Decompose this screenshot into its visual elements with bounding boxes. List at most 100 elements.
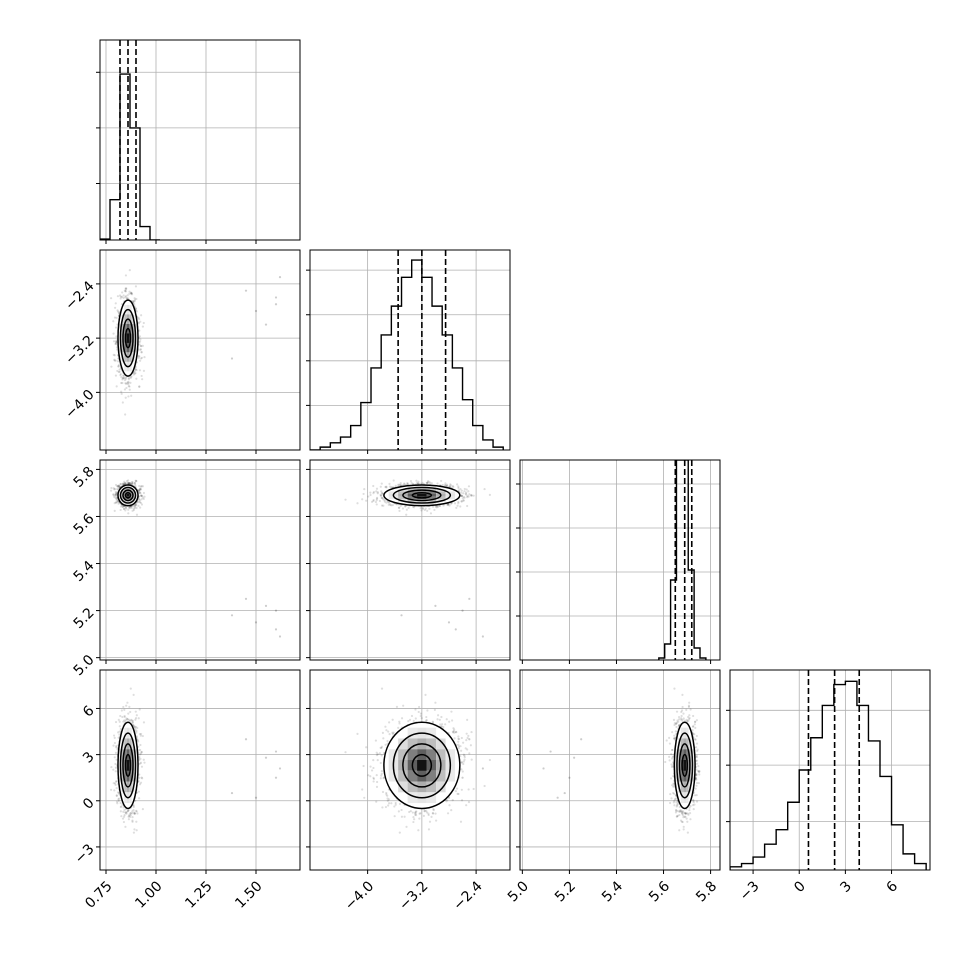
sample-point bbox=[419, 506, 422, 510]
sample-point bbox=[125, 287, 128, 290]
density-cell bbox=[129, 304, 132, 315]
sample-point bbox=[138, 355, 141, 358]
scatter-panel-p1-p2 bbox=[306, 459, 511, 664]
sample-point bbox=[411, 505, 415, 508]
sample-point bbox=[125, 386, 128, 390]
sample-point bbox=[129, 481, 132, 485]
sample-point bbox=[116, 310, 120, 313]
density-cell bbox=[129, 352, 132, 362]
sample-point bbox=[375, 499, 378, 502]
sample-point bbox=[138, 329, 141, 332]
sample-point bbox=[121, 482, 125, 486]
sample-point bbox=[390, 504, 393, 507]
sample-point bbox=[383, 499, 386, 502]
sample-point bbox=[114, 359, 117, 362]
sample-point bbox=[118, 370, 121, 373]
density-cell bbox=[124, 304, 127, 315]
density bbox=[109, 269, 282, 416]
sample-point bbox=[129, 376, 132, 380]
sample-point bbox=[109, 489, 113, 492]
sample-point bbox=[133, 481, 137, 484]
sample-point bbox=[113, 487, 117, 491]
sample-point bbox=[141, 325, 144, 328]
sample-point bbox=[446, 503, 449, 506]
axes-frame bbox=[519, 459, 721, 661]
sample-point bbox=[142, 369, 146, 372]
sample-point bbox=[119, 295, 123, 298]
sample-point bbox=[361, 498, 364, 501]
sample-point bbox=[363, 487, 366, 491]
y-tick-label: −4.0 bbox=[62, 387, 97, 422]
density-cell bbox=[124, 314, 127, 324]
sample-point bbox=[114, 496, 117, 499]
sample-point bbox=[127, 479, 130, 482]
sample-point bbox=[114, 374, 118, 377]
outlier-point bbox=[230, 357, 234, 360]
y-tick-label: −2.4 bbox=[62, 278, 97, 313]
sample-point bbox=[124, 377, 128, 380]
sample-point bbox=[135, 310, 138, 313]
sample-point bbox=[113, 509, 116, 512]
sample-point bbox=[138, 491, 142, 494]
sample-point bbox=[120, 390, 123, 393]
sample-point bbox=[448, 485, 451, 488]
sample-point bbox=[465, 491, 468, 494]
sample-point bbox=[112, 340, 116, 343]
sample-point bbox=[121, 295, 124, 298]
sample-point bbox=[448, 485, 451, 488]
sample-point bbox=[133, 297, 136, 300]
sample-point bbox=[113, 501, 116, 505]
contour-line bbox=[122, 318, 134, 358]
sample-point bbox=[433, 508, 436, 512]
sample-point bbox=[390, 486, 393, 489]
sample-point bbox=[384, 485, 387, 489]
sample-point bbox=[399, 483, 402, 486]
sample-point bbox=[112, 487, 115, 490]
sample-point bbox=[116, 295, 120, 298]
sample-point bbox=[123, 388, 127, 391]
sample-point bbox=[117, 364, 120, 368]
sample-point bbox=[139, 359, 142, 362]
sample-point bbox=[134, 372, 137, 375]
sample-point bbox=[114, 341, 118, 344]
sample-point bbox=[138, 340, 142, 343]
sample-point bbox=[116, 485, 120, 488]
sample-point bbox=[466, 496, 469, 499]
sample-point bbox=[137, 355, 140, 358]
sample-point bbox=[110, 486, 113, 490]
sample-point bbox=[460, 494, 463, 498]
sample-point bbox=[112, 493, 115, 496]
sample-point bbox=[142, 491, 146, 495]
sample-point bbox=[375, 487, 379, 490]
x-tick-label: 3 bbox=[837, 878, 855, 896]
axes-frame bbox=[99, 249, 301, 451]
sample-point bbox=[406, 482, 409, 486]
sample-point bbox=[122, 374, 125, 377]
sample-point bbox=[128, 506, 131, 510]
sample-point bbox=[140, 494, 143, 497]
hist-panel-p1 bbox=[306, 249, 511, 454]
sample-point bbox=[460, 500, 463, 503]
sample-point bbox=[124, 509, 127, 512]
sample-point bbox=[116, 485, 119, 488]
sample-point bbox=[378, 499, 381, 503]
sample-point bbox=[114, 493, 118, 496]
sample-point bbox=[127, 481, 130, 485]
sample-point bbox=[465, 493, 468, 496]
sample-point bbox=[113, 316, 117, 319]
sample-point bbox=[125, 382, 128, 385]
sample-point bbox=[413, 506, 416, 509]
sample-point bbox=[127, 383, 130, 386]
sample-point bbox=[140, 351, 143, 354]
sample-point bbox=[431, 505, 435, 508]
sample-point bbox=[447, 503, 450, 506]
sample-point bbox=[124, 382, 127, 385]
contour-line bbox=[124, 491, 132, 499]
sample-point bbox=[435, 506, 438, 509]
sample-point bbox=[462, 499, 465, 502]
sample-point bbox=[114, 492, 118, 496]
sample-point bbox=[127, 381, 130, 384]
sample-point bbox=[119, 508, 122, 512]
sample-point bbox=[463, 487, 466, 491]
